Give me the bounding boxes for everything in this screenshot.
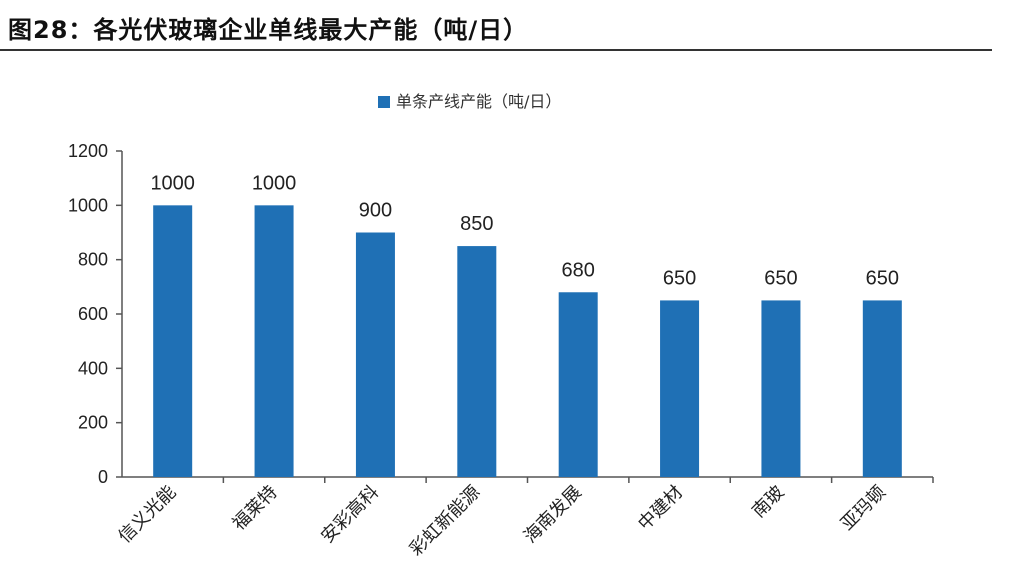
data-label: 650 xyxy=(764,267,797,289)
data-label: 850 xyxy=(460,213,493,235)
y-axis-ticks: 0 200 400 600 800 1000 1200 xyxy=(68,141,122,487)
data-label: 650 xyxy=(866,267,899,289)
data-label: 1000 xyxy=(150,172,195,194)
y-tick-label: 1000 xyxy=(68,195,108,215)
bar xyxy=(862,300,902,477)
figure-title: 图28：各光伏玻璃企业单线最大产能（吨/日） xyxy=(8,16,529,44)
y-tick-label: 200 xyxy=(78,413,108,433)
data-label: 1000 xyxy=(252,172,297,194)
data-label: 680 xyxy=(562,259,595,281)
x-category-label: 南玻 xyxy=(748,482,788,522)
y-tick-label: 600 xyxy=(78,304,108,324)
y-tick-label: 0 xyxy=(98,467,108,487)
x-category-label: 安彩高科 xyxy=(317,482,383,548)
y-tick-label: 1200 xyxy=(68,141,108,161)
data-label: 900 xyxy=(359,200,392,222)
legend-swatch xyxy=(378,96,390,108)
bar xyxy=(558,292,598,477)
y-tick-label: 800 xyxy=(78,250,108,270)
title-divider xyxy=(0,49,992,51)
x-axis-labels: 信义光能 福莱特 安彩高科 彩虹新能源 海南发展 中建材 南玻 亚玛顿 xyxy=(114,477,934,560)
bar xyxy=(254,205,294,478)
data-label: 650 xyxy=(663,267,696,289)
bar xyxy=(660,300,700,477)
y-tick-label: 400 xyxy=(78,358,108,378)
bar xyxy=(153,205,193,478)
x-category-label: 亚玛顿 xyxy=(837,482,890,535)
legend-label: 单条产线产能（吨/日） xyxy=(396,92,561,111)
bars: 1000 1000 900 850 680 650 650 650 xyxy=(150,172,902,478)
x-category-label: 中建材 xyxy=(634,482,687,535)
bar xyxy=(761,300,801,477)
x-category-label: 海南发展 xyxy=(520,482,586,548)
x-category-label: 福莱特 xyxy=(229,482,282,535)
legend: 单条产线产能（吨/日） xyxy=(378,92,561,111)
x-category-label: 彩虹新能源 xyxy=(406,482,484,560)
x-category-label: 信义光能 xyxy=(114,482,180,548)
bar xyxy=(355,232,395,477)
bar xyxy=(457,246,497,477)
